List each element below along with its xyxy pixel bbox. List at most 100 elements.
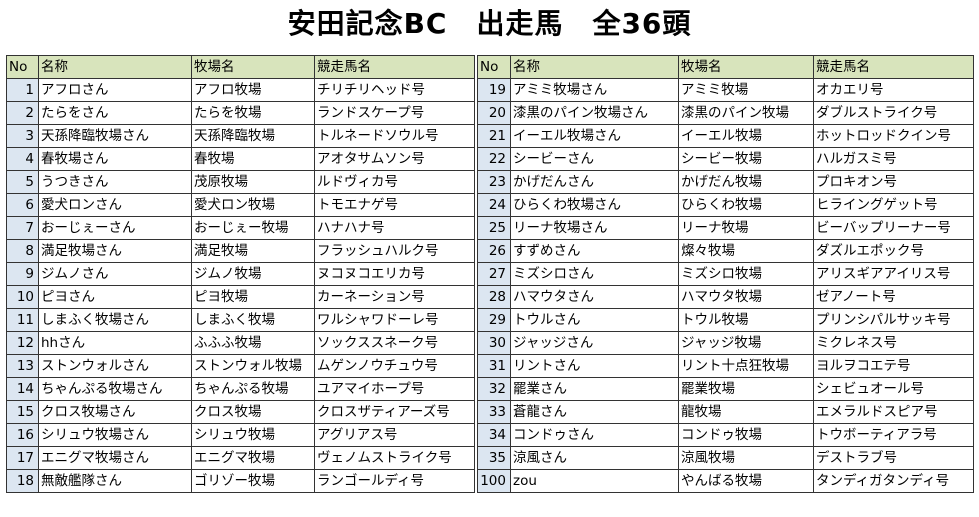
row-name: エニグマ牧場さん [38,446,192,470]
row-name: ジムノさん [38,262,192,286]
header-horse: 競走馬名 [314,55,475,79]
row-no: 20 [477,101,511,125]
table-row: 20 漆黒のパイン牧場さん 漆黒のパイン牧場 ダブルストライク号 [477,101,974,125]
row-horse: ワルシャワドーレ号 [314,308,475,332]
row-no: 3 [6,124,39,148]
row-horse: プリンシパルサッキ号 [813,308,974,332]
row-name: ストンウォルさん [38,354,192,378]
row-horse: プロキオン号 [813,170,974,194]
row-horse: ダズルエポック号 [813,239,974,263]
row-horse: カーネーション号 [314,285,475,309]
table-row: 12 hhさん ふふふ牧場 ソックススネーク号 [6,331,475,355]
row-no: 19 [477,78,511,102]
row-no: 30 [477,331,511,355]
table-header-row: No 名称 牧場名 競走馬名 [6,55,475,79]
row-name: おーじぇーさん [38,216,192,240]
row-horse: ヒライングゲット号 [813,193,974,217]
table-row: 3 天孫降臨牧場さん 天孫降臨牧場 トルネードソウル号 [6,124,475,148]
row-no: 10 [6,285,39,309]
row-horse: アオタサムソン号 [314,147,475,171]
row-farm: 涼風牧場 [678,446,814,470]
row-horse: ハルガスミ号 [813,147,974,171]
row-no: 26 [477,239,511,263]
row-horse: ルドヴィカ号 [314,170,475,194]
row-farm: クロス牧場 [191,400,315,424]
row-farm: ちゃんぷる牧場 [191,377,315,401]
table-row: 9 ジムノさん ジムノ牧場 ヌコヌコエリカ号 [6,262,475,286]
row-name: ジャッジさん [510,331,679,355]
table-row: 13 ストンウォルさん ストンウォル牧場 ムゲンノウチュウ号 [6,354,475,378]
row-horse: ビーバップリーナー号 [813,216,974,240]
row-horse: ムゲンノウチュウ号 [314,354,475,378]
row-name: うつきさん [38,170,192,194]
row-farm: 茂原牧場 [191,170,315,194]
row-name: ひらくわ牧場さん [510,193,679,217]
row-no: 100 [477,469,511,493]
row-name: 漆黒のパイン牧場さん [510,101,679,125]
row-horse: ヴェノムストライク号 [314,446,475,470]
row-farm: ふふふ牧場 [191,331,315,355]
row-horse: チリチリヘッド号 [314,78,475,102]
row-name: アミミ牧場さん [510,78,679,102]
row-name: リーナ牧場さん [510,216,679,240]
row-farm: 罷業牧場 [678,377,814,401]
row-name: 無敵艦隊さん [38,469,192,493]
header-farm: 牧場名 [678,55,814,79]
table-row: 22 シービーさん シービー牧場 ハルガスミ号 [477,147,974,171]
row-horse: ランドスケープ号 [314,101,475,125]
row-no: 18 [6,469,39,493]
table-row: 18 無敵艦隊さん ゴリゾー牧場 ランゴールディ号 [6,469,475,493]
row-horse: トウボーティアラ号 [813,423,974,447]
row-no: 35 [477,446,511,470]
header-no: No [477,55,511,79]
table-row: 33 蒼龍さん 龍牧場 エメラルドスピア号 [477,400,974,424]
row-no: 29 [477,308,511,332]
row-farm: おーじぇー牧場 [191,216,315,240]
row-name: 春牧場さん [38,147,192,171]
table-row: 16 シリュウ牧場さん シリュウ牧場 アグリアス号 [6,423,475,447]
row-no: 23 [477,170,511,194]
row-name: 蒼龍さん [510,400,679,424]
row-name: シービーさん [510,147,679,171]
row-farm: シービー牧場 [678,147,814,171]
row-farm: たらを牧場 [191,101,315,125]
row-no: 11 [6,308,39,332]
row-farm: リーナ牧場 [678,216,814,240]
row-name: たらをさん [38,101,192,125]
row-horse: トルネードソウル号 [314,124,475,148]
table-row: 14 ちゃんぷる牧場さん ちゃんぷる牧場 ユアマイホープ号 [6,377,475,401]
row-horse: デストラブ号 [813,446,974,470]
row-no: 21 [477,124,511,148]
table-row: 25 リーナ牧場さん リーナ牧場 ビーバップリーナー号 [477,216,974,240]
row-no: 16 [6,423,39,447]
table-row: 29 トウルさん トウル牧場 プリンシパルサッキ号 [477,308,974,332]
row-horse: ミクレネス号 [813,331,974,355]
entries-table-right: No 名称 牧場名 競走馬名 19 アミミ牧場さん アミミ牧場 オカエリ号 20 漆黒のパ… [477,55,974,493]
entries-table-left: No 名称 牧場名 競走馬名 1 アフロさん アフロ牧場 チリチリヘッド号 2 たらをさん… [6,55,475,493]
row-farm: アミミ牧場 [678,78,814,102]
row-horse: クロスザティアーズ号 [314,400,475,424]
row-name: ミズシロさん [510,262,679,286]
table-row: 30 ジャッジさん ジャッジ牧場 ミクレネス号 [477,331,974,355]
row-farm: イーエル牧場 [678,124,814,148]
table-row: 28 ハマウタさん ハマウタ牧場 ゼアノート号 [477,285,974,309]
row-farm: 満足牧場 [191,239,315,263]
row-farm: リント十点狂牧場 [678,354,814,378]
row-no: 15 [6,400,39,424]
table-header-row: No 名称 牧場名 競走馬名 [477,55,974,79]
row-farm: 燦々牧場 [678,239,814,263]
table-row: 26 すずめさん 燦々牧場 ダズルエポック号 [477,239,974,263]
row-name: 涼風さん [510,446,679,470]
row-horse: ユアマイホープ号 [314,377,475,401]
row-no: 2 [6,101,39,125]
row-name: ハマウタさん [510,285,679,309]
row-farm: ミズシロ牧場 [678,262,814,286]
row-farm: ジムノ牧場 [191,262,315,286]
page-title: 安田記念BC 出走馬 全36頭 [287,7,692,40]
row-no: 24 [477,193,511,217]
row-farm: 愛犬ロン牧場 [191,193,315,217]
row-no: 12 [6,331,39,355]
row-farm: やんばる牧場 [678,469,814,493]
table-row: 21 イーエル牧場さん イーエル牧場 ホットロッドクイン号 [477,124,974,148]
row-farm: かげだん牧場 [678,170,814,194]
